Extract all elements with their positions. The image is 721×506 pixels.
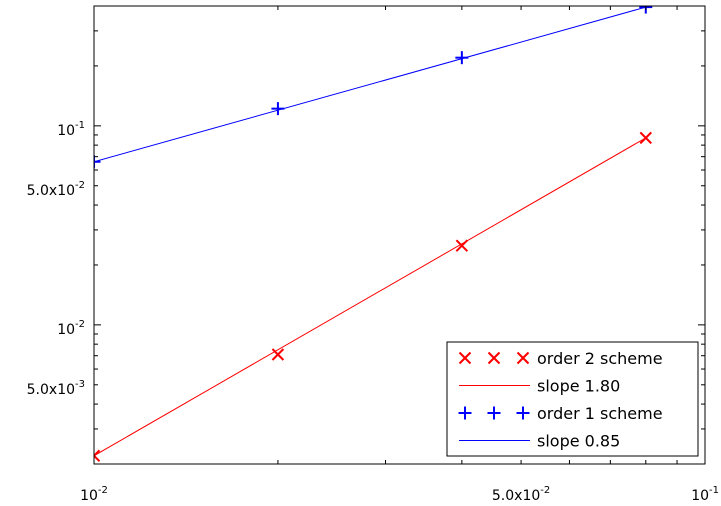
series-line-slope-0-85 bbox=[94, 6, 646, 163]
x-tick-label: 10-2 bbox=[80, 485, 108, 504]
legend-marker bbox=[458, 351, 472, 365]
legend: order 2 scheme slope 1.80 order 1 scheme sl… bbox=[446, 341, 699, 457]
axes: 10-2 5.0x10-2 10-1 5.0x10-3 10-2 5.0x10-2 10-1 bbox=[27, 5, 719, 504]
legend-marker bbox=[487, 406, 501, 420]
legend-item: order 2 scheme bbox=[458, 349, 663, 368]
series-line-slope-1-80 bbox=[94, 137, 647, 457]
data-point bbox=[94, 449, 101, 462]
data-point bbox=[271, 348, 285, 361]
x-tick-label: 5.0x10-2 bbox=[492, 485, 550, 504]
y-tick-label: 5.0x10-2 bbox=[27, 180, 85, 199]
y-tick-label: 10-2 bbox=[57, 319, 85, 338]
data-point bbox=[94, 155, 101, 169]
legend-label: order 2 scheme bbox=[537, 349, 663, 368]
legend-marker bbox=[487, 351, 501, 365]
data-point bbox=[455, 239, 469, 252]
data-point bbox=[271, 102, 285, 116]
legend-label: slope 0.85 bbox=[537, 432, 620, 451]
x-tick-label: 10-1 bbox=[691, 485, 719, 504]
legend-marker bbox=[516, 406, 530, 420]
data-point bbox=[455, 51, 469, 65]
legend-box bbox=[446, 341, 699, 457]
legend-marker bbox=[458, 406, 472, 420]
y-tick-label: 5.0x10-3 bbox=[27, 379, 85, 398]
y-tick-label: 10-1 bbox=[57, 120, 85, 139]
legend-item: order 1 scheme bbox=[458, 404, 663, 423]
legend-item: slope 1.80 bbox=[459, 377, 620, 396]
legend-marker bbox=[516, 351, 530, 365]
plot-frame bbox=[93, 5, 706, 465]
data-point bbox=[639, 131, 652, 145]
legend-label: slope 1.80 bbox=[537, 377, 620, 396]
legend-item: slope 0.85 bbox=[459, 432, 620, 451]
legend-label: order 1 scheme bbox=[537, 404, 663, 423]
